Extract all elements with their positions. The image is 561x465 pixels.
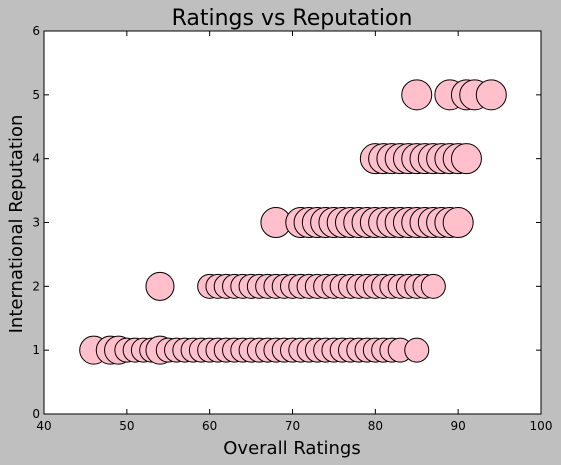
y-tick-label: 6	[32, 24, 40, 38]
x-tick-label: 90	[451, 419, 466, 433]
data-point	[402, 80, 432, 110]
chart-title: Ratings vs Reputation	[172, 6, 413, 31]
y-tick-label: 5	[32, 88, 40, 102]
y-axis-title: International Reputation	[6, 115, 27, 334]
y-tick-label: 1	[32, 343, 40, 357]
x-tick-label: 100	[530, 419, 553, 433]
y-tick-label: 4	[32, 152, 40, 166]
data-point	[421, 274, 445, 298]
x-tick-label: 80	[368, 419, 383, 433]
x-tick-label: 50	[119, 419, 134, 433]
data-point	[451, 144, 481, 174]
y-tick-label: 2	[32, 279, 40, 293]
data-point	[405, 338, 429, 362]
y-tick-label: 0	[32, 407, 40, 421]
x-tick-label: 40	[36, 419, 51, 433]
data-point	[146, 272, 174, 300]
y-tick-label: 3	[32, 216, 40, 230]
x-tick-label: 60	[202, 419, 217, 433]
data-point	[476, 80, 506, 110]
data-point	[443, 208, 473, 238]
x-tick-label: 70	[285, 419, 300, 433]
x-axis-title: Overall Ratings	[223, 438, 360, 459]
